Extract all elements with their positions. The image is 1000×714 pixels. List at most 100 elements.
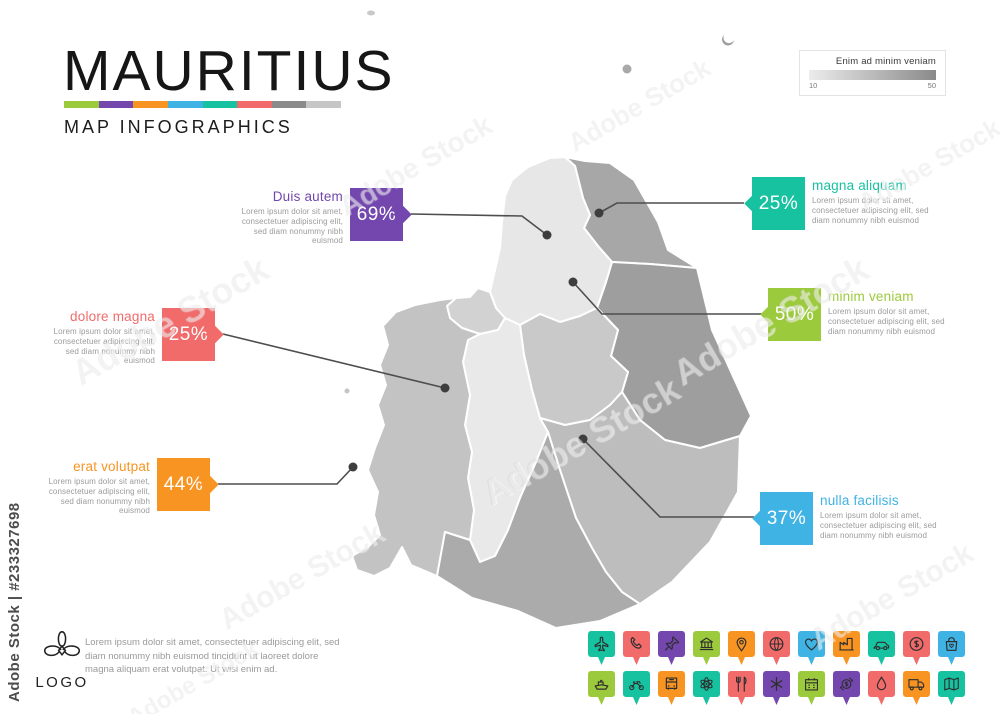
callout-magna-aliquam: 25% magna aliquam Lorem ipsum dolor sit am… [743,177,934,230]
leader-nulla-facilisis [582,438,754,518]
map-district-port-louis [446,287,506,335]
percent-box: 25% [743,177,805,230]
pushpin-pin-icon [658,631,685,665]
stripe-segment [237,101,272,108]
callout-body: Lorem ipsum dolor sit amet, consectetuer… [48,477,150,516]
footer-logo: LOGO [34,628,90,691]
bank-pin-icon [693,631,720,665]
motorcycle-pin-icon [623,671,650,705]
bag-pin-icon [938,631,965,665]
callout-title: magna aliquam [812,178,907,193]
percent-box: 44% [157,458,219,511]
callout-body: Lorem ipsum dolor sit amet, consectetuer… [828,307,945,336]
map-district-grand-port [539,391,741,605]
watermark-text: Adobe Stock [562,52,716,158]
leader-dot [568,277,578,287]
map-legend: Enim ad minim veniam 10 50 [799,50,946,96]
globe-pin-icon [763,631,790,665]
callout-title: dolore magna [70,309,155,324]
pin-grid [588,631,973,711]
phone-pin-icon [623,631,650,665]
callout-text: minim veniam Lorem ipsum dolor sit amet, … [828,288,950,336]
callout-text: dolore magna Lorem ipsum dolor sit amet, … [51,308,155,366]
callout-text: magna aliquam Lorem ipsum dolor sit amet,… [812,177,934,225]
stripe-segment [167,101,203,108]
leader-erat-volutpat [218,466,354,485]
logo-flower-icon [44,631,80,657]
leader-dot [348,462,358,472]
callout-title: Duis autem [272,189,343,204]
bus-pin-icon [658,671,685,705]
map-district-savanne [436,431,641,629]
islet [622,64,632,74]
car-pin-icon [868,631,895,665]
dollar-pin-icon [903,631,930,665]
percent-box: 50% [759,288,821,341]
stripe-segment [98,101,134,108]
leader-dot [578,434,588,444]
percent-value: 37% [766,507,807,529]
leader-dolore-magna [222,333,446,389]
callout-text: nulla facilisis Lorem ipsum dolor sit ame… [820,492,942,540]
leader-dot [440,383,450,393]
drop-pin-icon [868,671,895,705]
map-district-moka [519,307,629,426]
watermark-vertical: Adobe Stock | #233327698 [6,502,23,702]
callout-text: erat volutpat Lorem ipsum dolor sit amet,… [46,458,150,516]
watermark-text: Adobe Stock [213,516,390,637]
callout-body: Lorem ipsum dolor sit amet, consectetuer… [241,207,343,246]
stripe-segment [133,101,168,108]
map-district-pamplemousses [489,156,613,326]
callout-body: Lorem ipsum dolor sit amet, consectetuer… [53,327,155,366]
factory-pin-icon [833,631,860,665]
callout-title: minim veniam [828,289,914,304]
percent-box: 25% [162,308,224,361]
page-subtitle: MAP INFOGRAPHICS [64,117,293,137]
percent-value: 44% [163,473,204,495]
watermark-text: Adobe Stock [474,367,686,514]
percent-value: 50% [774,303,815,325]
callout-body: Lorem ipsum dolor sit amet, consectetuer… [812,196,929,225]
ship-pin-icon [588,671,615,705]
callout-dolore-magna: dolore magna Lorem ipsum dolor sit amet, … [51,308,224,366]
leader-magna-aliquam [598,202,744,214]
medical-pin-icon [763,671,790,705]
callout-erat-volutpat: erat volutpat Lorem ipsum dolor sit amet,… [46,458,219,516]
islet [722,35,734,46]
leader-dot [594,208,604,218]
legend-scale: 10 50 [809,81,936,90]
legend-max: 50 [927,81,936,90]
callout-nulla-facilisis: 37% nulla facilisis Lorem ipsum dolor sit … [751,492,942,545]
restaurant-pin-icon [728,671,755,705]
leader-lines [218,202,764,518]
islet [344,388,350,394]
legend-min: 10 [809,81,818,90]
leader-dots [348,208,604,472]
stripe-segment [306,101,341,108]
heart-pin-icon [798,631,825,665]
pin-pin-icon [728,631,755,665]
logo-text: LOGO [35,674,89,691]
stripe-segment [64,101,99,108]
map-district-flacq [596,261,752,449]
leader-minim-veniam [572,281,764,315]
callout-text: Duis autem Lorem ipsum dolor sit amet, co… [239,188,343,246]
plane-pin-icon [588,631,615,665]
islet [367,10,375,16]
map-district-north [564,156,698,269]
color-stripe [64,101,341,108]
percent-value: 25% [758,192,799,214]
callout-duis-autem: Duis autem Lorem ipsum dolor sit amet, co… [239,188,412,246]
leader-dot [542,230,552,240]
map-district-plaines-wilhems [462,317,549,563]
callout-minim-veniam: 50% minim veniam Lorem ipsum dolor sit ame… [759,288,950,341]
percent-value: 25% [168,323,209,345]
page-title: MAURITIUS [63,39,395,103]
legend-label: Enim ad minim veniam [835,56,936,67]
footer-body-text: Lorem ipsum dolor sit amet, consectetuer… [85,637,340,675]
percent-box: 37% [751,492,813,545]
percent-box: 69% [350,188,412,241]
callout-title: erat volutpat [73,459,150,474]
legend-gradient-bar [809,70,936,80]
